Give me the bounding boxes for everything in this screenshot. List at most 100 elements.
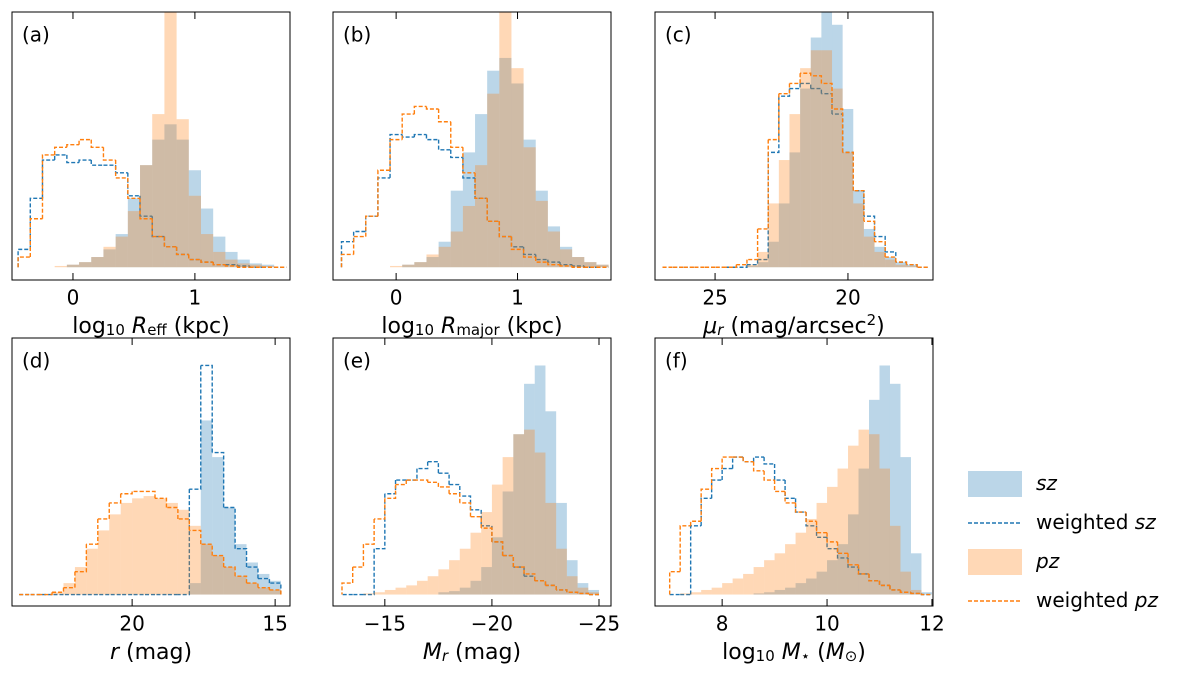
legend-label: weighted sz [1036, 510, 1156, 534]
histogram-step [874, 241, 886, 258]
histogram-step [114, 160, 128, 179]
panel: 25 20 (c) μr (mag/arcsec2) [654, 11, 934, 339]
histogram-bar [863, 236, 875, 268]
histogram-bar [79, 262, 92, 268]
histogram-bar [86, 548, 98, 595]
histogram-bar [764, 592, 775, 595]
histogram-bar [223, 567, 236, 595]
histogram-step [794, 502, 807, 513]
x-axis-label-part: M [423, 640, 442, 665]
histogram-bar [402, 264, 415, 268]
histogram-bar [746, 265, 758, 268]
histogram-bar [921, 592, 932, 595]
histogram-bar [395, 587, 407, 595]
histogram-bar [249, 263, 262, 268]
histogram-step [853, 189, 865, 222]
x-axis-label-part: ) [876, 314, 885, 339]
histogram-step [177, 489, 191, 596]
histogram-step [257, 577, 271, 584]
histogram-step [491, 541, 504, 556]
panel-label: (f) [665, 349, 688, 373]
histogram-bar [502, 457, 514, 595]
x-tick-label: 12 [919, 612, 944, 636]
histogram-step [389, 138, 403, 171]
histogram-step [17, 248, 31, 268]
histogram-bar [491, 484, 503, 595]
histogram-bar [470, 532, 482, 595]
histogram-step [784, 480, 796, 500]
histogram-bar [810, 50, 822, 268]
histogram-bar [821, 50, 833, 268]
histogram-bar [821, 12, 833, 268]
histogram-bar [596, 264, 609, 268]
histogram-step [438, 486, 450, 494]
legend-label: pz [1035, 549, 1060, 573]
histogram-bar [827, 486, 838, 595]
histogram-step [763, 470, 775, 481]
histogram-step [810, 75, 823, 84]
histogram-bar [416, 580, 428, 595]
x-axis-label-part [434, 314, 441, 339]
panel: 8 10 12(f)log10 M⋆ (M⊙) [654, 337, 945, 665]
histogram-bar [768, 241, 779, 268]
histogram-step [377, 177, 391, 217]
histogram-step [66, 144, 80, 148]
histogram-step [746, 228, 759, 261]
histogram-step [863, 215, 876, 237]
histogram-step [895, 261, 908, 265]
histogram-step [406, 468, 418, 481]
histogram-bar [438, 569, 450, 595]
histogram-step [863, 220, 876, 242]
histogram-step [826, 532, 838, 543]
histogram-step [212, 451, 225, 508]
histogram-step [498, 221, 512, 238]
histogram-step [800, 82, 812, 89]
x-axis-label-part: eff [147, 321, 167, 339]
histogram-step [401, 134, 415, 138]
histogram-bar [764, 560, 775, 595]
histogram-bar [74, 567, 87, 595]
histogram-step [437, 108, 451, 123]
histogram-bar [523, 147, 536, 268]
histogram-bar [54, 265, 67, 268]
histogram-bar [109, 514, 121, 595]
histogram-bar [91, 257, 104, 268]
histogram-bar [800, 88, 811, 268]
histogram-bar [545, 411, 557, 595]
histogram-bar [858, 429, 870, 595]
histogram-step [535, 254, 548, 261]
histogram-step [163, 236, 177, 248]
histogram-bar [427, 576, 439, 595]
histogram-bar [200, 544, 213, 595]
x-axis-label-part: (mag) [448, 640, 521, 665]
x-axis-label-part: log [722, 640, 756, 665]
histogram-bar [757, 251, 769, 268]
histogram-step [522, 249, 536, 258]
histogram-bar [261, 264, 275, 268]
histogram-step [114, 165, 128, 174]
x-axis-label-part: 2 [867, 311, 877, 329]
histogram-bar [487, 70, 500, 268]
histogram-bar [402, 264, 415, 268]
histogram-bar [459, 548, 471, 595]
histogram-step [53, 146, 67, 155]
histogram-bar [426, 254, 439, 268]
x-tick-label: 25 [702, 286, 727, 310]
histogram-bar [785, 544, 796, 595]
histogram-bar [778, 160, 790, 268]
x-axis-label: log10 Reff (kpc) [72, 314, 229, 339]
histogram-bar [475, 165, 488, 268]
histogram-step [805, 512, 817, 522]
histogram-step [486, 198, 500, 222]
histogram-bar [588, 589, 600, 595]
histogram-bar [164, 12, 177, 268]
histogram-bar [577, 583, 589, 595]
histogram-step [510, 236, 524, 251]
histogram-step [127, 172, 141, 197]
x-tick-label: 1 [189, 286, 202, 310]
histogram-step [374, 493, 386, 550]
histogram-bar [753, 593, 765, 595]
histogram-bar [127, 198, 141, 268]
histogram-step [513, 566, 525, 574]
x-tick-label: 0 [67, 286, 80, 310]
